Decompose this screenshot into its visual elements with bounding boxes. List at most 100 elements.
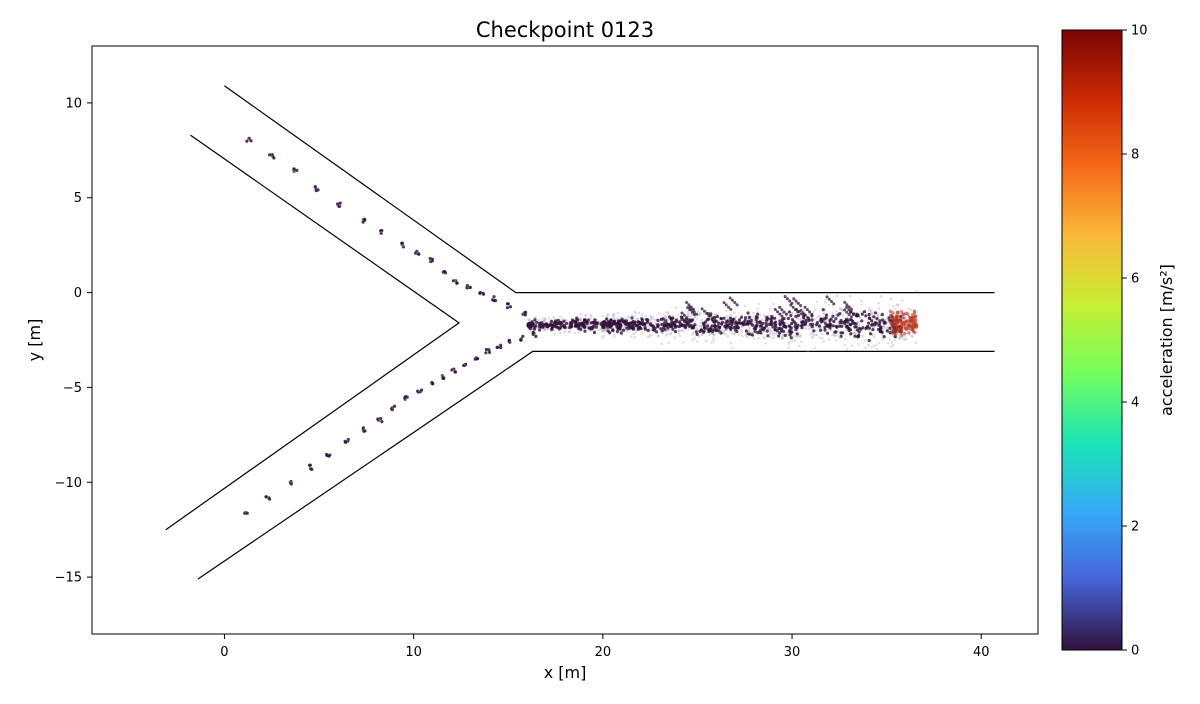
corridor-streak-point xyxy=(783,295,787,298)
corridor-point xyxy=(862,310,867,314)
corridor-streak-point xyxy=(825,295,829,299)
corridor-faint-point xyxy=(771,332,775,335)
lower-branch-point-trace xyxy=(404,397,408,400)
upper-branch-point xyxy=(508,305,513,309)
corridor-faint-point xyxy=(644,314,648,318)
lower-branch-point-trace xyxy=(391,407,394,410)
corridor-point xyxy=(674,320,679,324)
corridor-faint-point xyxy=(772,336,775,340)
corridor-point xyxy=(860,319,864,323)
corridor-point xyxy=(796,313,801,318)
corridor-faint-point xyxy=(813,346,816,350)
colorbar-tick-label: 6 xyxy=(1131,272,1139,287)
corridor-streak-point xyxy=(799,309,803,312)
corridor-faint-point xyxy=(734,315,738,319)
corridor-streak-point xyxy=(730,298,734,302)
corridor-faint-point xyxy=(624,329,628,332)
corridor-faint-point xyxy=(545,328,549,332)
corridor-streak-point xyxy=(847,305,851,309)
corridor-faint-point xyxy=(839,308,842,311)
corridor-point xyxy=(715,315,720,319)
lower-branch-point xyxy=(380,420,384,424)
corridor-faint-point xyxy=(716,312,719,316)
corridor-faint-point xyxy=(768,330,772,333)
upper-branch-point xyxy=(451,279,455,283)
corridor-faint-point xyxy=(577,331,580,334)
upper-branch-point xyxy=(338,201,342,205)
corridor-point xyxy=(839,334,843,338)
corridor-faint-point xyxy=(633,314,637,318)
corridor-streak-point xyxy=(702,309,706,313)
corridor-faint-point xyxy=(726,317,730,320)
corridor-point xyxy=(730,323,734,327)
corridor-faint-point xyxy=(630,314,634,317)
corridor-faint-point xyxy=(845,328,848,332)
corridor-faint-point xyxy=(752,336,755,340)
corridor-faint-point xyxy=(676,313,680,317)
corridor-point xyxy=(810,325,814,329)
corridor-faint-point xyxy=(693,336,696,340)
corridor-point xyxy=(593,318,597,322)
corridor-point xyxy=(631,320,635,324)
colorbar-label: acceleration [m/s²] xyxy=(1157,264,1176,416)
corridor-point xyxy=(559,321,563,325)
corridor-faint-point xyxy=(687,328,690,331)
corridor-streak-point xyxy=(803,313,807,317)
corridor-faint-point xyxy=(814,307,817,311)
corridor-faint-point xyxy=(711,332,714,336)
corridor-faint-point xyxy=(914,341,918,345)
corridor-point xyxy=(744,329,749,333)
corridor-faint-point xyxy=(696,317,699,321)
corridor-point xyxy=(576,323,580,328)
corridor-streak-point xyxy=(823,321,827,325)
lower-branch-point xyxy=(418,390,422,394)
upper-branch-point xyxy=(428,257,432,261)
corridor-point xyxy=(866,324,870,329)
corridor-point xyxy=(777,334,781,338)
lower-branch-point xyxy=(243,511,247,515)
corridor-faint-point xyxy=(627,315,631,319)
corridor-point xyxy=(542,323,546,327)
corridor-faint-point xyxy=(599,327,602,331)
corridor-point xyxy=(746,311,750,315)
corridor-streak-point xyxy=(707,314,711,318)
corridor-point xyxy=(824,313,829,317)
corridor-faint-point xyxy=(634,331,638,334)
corridor-faint-point xyxy=(579,313,582,316)
corridor-faint-point xyxy=(884,326,888,330)
corridor-streak-point xyxy=(682,318,686,322)
corridor-point xyxy=(795,332,799,336)
corridor-point xyxy=(867,321,871,325)
exit-cluster-point xyxy=(910,319,914,323)
corridor-point xyxy=(562,319,566,323)
upper-branch-point xyxy=(245,139,249,143)
corridor-streak-point xyxy=(728,296,732,300)
corridor-point xyxy=(669,322,673,326)
corridor-faint-point xyxy=(691,331,695,335)
exit-cluster-point xyxy=(900,310,904,314)
corridor-point xyxy=(749,318,754,322)
corridor-faint-point xyxy=(891,305,895,308)
corridor-faint-point xyxy=(743,304,747,308)
corridor-faint-point xyxy=(769,332,772,336)
corridor-point xyxy=(695,332,699,336)
corridor-faint-point xyxy=(748,327,751,330)
corridor-streak-point xyxy=(832,302,836,306)
corridor-faint-point xyxy=(670,331,673,335)
corridor-point xyxy=(569,321,573,325)
corridor-point xyxy=(677,320,682,324)
corridor-faint-point xyxy=(678,334,682,338)
upper-branch-point xyxy=(417,252,421,256)
corridor-point xyxy=(665,323,669,328)
corridor-faint-point xyxy=(791,339,794,342)
corridor-faint-point xyxy=(872,344,876,348)
corridor-faint-point xyxy=(635,317,639,321)
corridor-point xyxy=(834,317,838,321)
corridor-faint-point xyxy=(725,314,729,318)
corridor-streak-point xyxy=(778,305,782,309)
corridor-point xyxy=(616,326,620,330)
corridor-faint-point xyxy=(680,329,684,332)
y-tick-label: 10 xyxy=(65,96,82,111)
lower-branch-point xyxy=(268,497,272,501)
corridor-faint-point xyxy=(637,311,641,315)
